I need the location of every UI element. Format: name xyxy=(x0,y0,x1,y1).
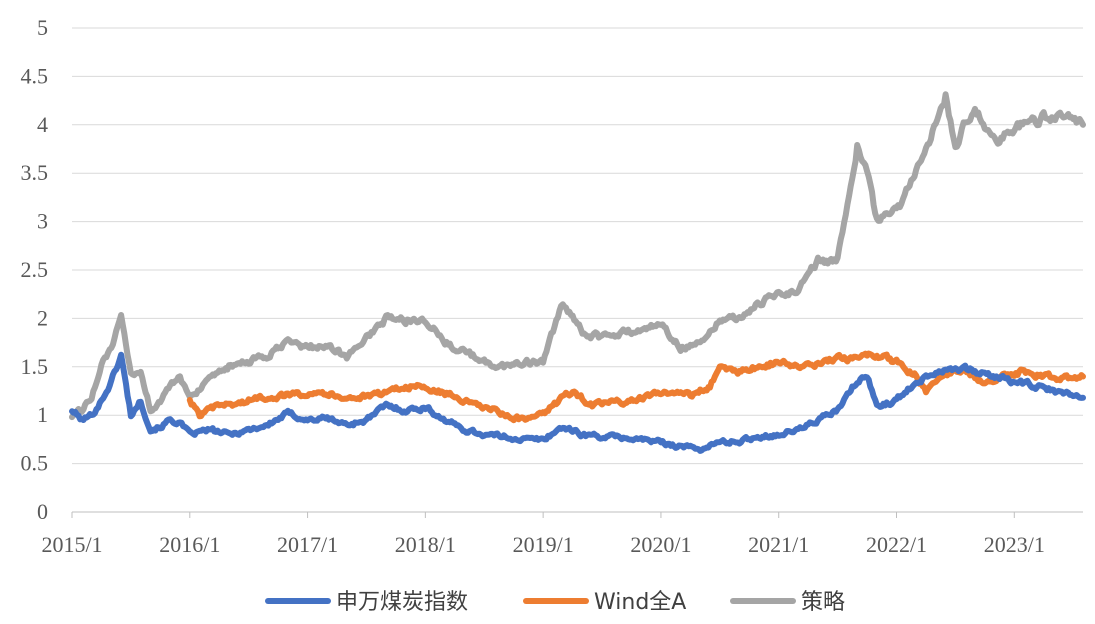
x-tick-label: 2015/1 xyxy=(41,532,102,557)
x-tick-label: 2023/1 xyxy=(984,532,1045,557)
x-tick-label: 2017/1 xyxy=(277,532,338,557)
y-tick-label: 4 xyxy=(37,112,48,137)
x-tick-label: 2018/1 xyxy=(395,532,456,557)
series-line-2 xyxy=(69,91,1086,421)
series-line-1 xyxy=(186,350,1086,424)
x-tick-label: 2021/1 xyxy=(748,532,809,557)
legend-label: 申万煤炭指数 xyxy=(336,590,468,615)
y-tick-label: 1.5 xyxy=(21,354,49,379)
legend: 申万煤炭指数 Wind全A 策略 xyxy=(265,590,845,615)
legend-label: Wind全A xyxy=(594,590,686,615)
y-tick-label: 5 xyxy=(37,15,48,40)
x-tick-label: 2020/1 xyxy=(630,532,691,557)
series-line-0 xyxy=(69,351,1086,454)
series-lines xyxy=(69,91,1086,454)
y-tick-label: 3.5 xyxy=(21,160,49,185)
y-tick-label: 1 xyxy=(37,402,48,427)
x-axis: 2015/1 2016/1 2017/1 2018/1 2019/1 2020/1 2021… xyxy=(41,511,1083,557)
y-tick-label: 3 xyxy=(37,209,48,234)
y-tick-label: 2 xyxy=(37,305,48,330)
x-tick-label: 2019/1 xyxy=(513,532,574,557)
x-tick-label: 2022/1 xyxy=(866,532,927,557)
y-axis: 0 0.5 1 1.5 2 2.5 3 3.5 4 4.5 5 xyxy=(21,15,49,524)
legend-label: 策略 xyxy=(801,590,845,615)
y-tick-label: 4.5 xyxy=(21,63,49,88)
x-tick-label: 2016/1 xyxy=(159,532,220,557)
y-tick-label: 0 xyxy=(37,499,48,524)
y-tick-label: 2.5 xyxy=(21,257,49,282)
horizontal-gridlines xyxy=(72,27,1083,465)
y-tick-label: 0.5 xyxy=(21,451,49,476)
